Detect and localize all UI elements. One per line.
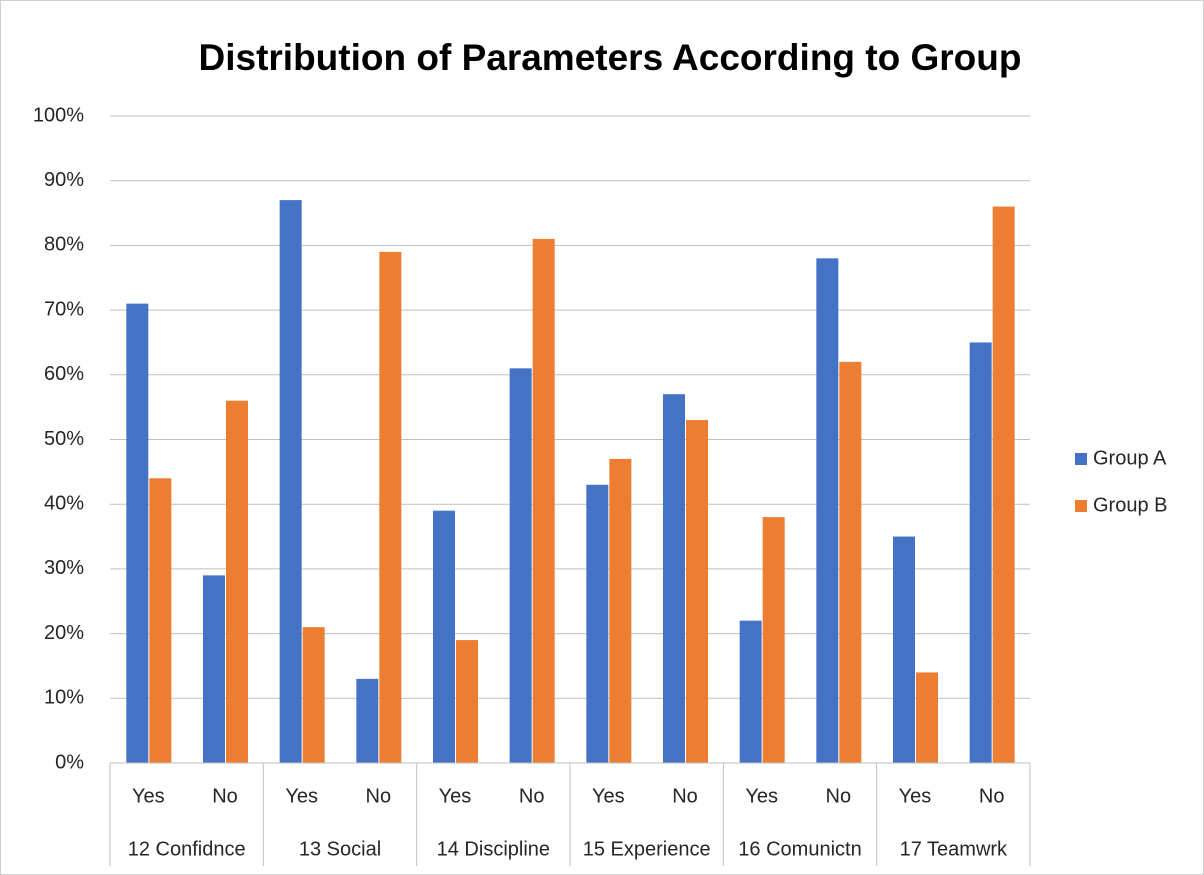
bar [992,206,1015,763]
x-tick-label: Yes [592,785,625,807]
y-tick-label: 90% [44,169,84,191]
bar [356,678,379,763]
x-tick-label: No [979,785,1005,807]
bar [203,575,225,763]
legend-swatch [1075,500,1087,512]
bar [663,394,685,763]
y-tick-label: 40% [44,492,84,514]
bar [379,251,402,763]
bar [456,640,478,763]
bar [893,536,915,763]
bar [149,478,172,763]
bar [226,400,248,763]
x-tick-label: Yes [745,785,778,807]
y-tick-label: 80% [44,234,84,256]
bar [762,517,785,763]
x-tick-label: Yes [132,785,165,807]
x-tick-label: Yes [439,785,472,807]
x-group-label: 16 Comunictn [738,838,861,860]
y-tick-label: 30% [44,557,84,579]
bar [916,672,938,763]
x-group-label: 15 Experience [583,838,711,860]
bar [609,458,632,763]
x-tick-label: No [366,785,392,807]
x-tick-label: No [672,785,698,807]
x-group-label: 12 Confidnce [128,838,246,860]
bar [532,238,555,763]
bar [433,510,455,763]
x-tick-label: No [519,785,545,807]
y-tick-label: 50% [44,428,84,450]
x-group-label: 13 Social [299,838,381,860]
bar [126,303,149,763]
x-tick-label: No [826,785,852,807]
x-tick-label: Yes [899,785,932,807]
x-tick-label: No [212,785,238,807]
x-group-label: 14 Discipline [437,838,550,860]
y-tick-label: 0% [55,751,84,773]
bar [739,620,762,763]
bar [816,258,839,763]
y-tick-label: 20% [44,622,84,644]
y-tick-label: 60% [44,363,84,385]
legend-label: Group B [1093,494,1167,516]
bar [586,484,609,763]
y-tick-label: 100% [33,104,84,126]
bar [279,200,302,764]
y-tick-label: 10% [44,687,84,709]
legend-swatch [1075,453,1087,465]
bar [302,627,325,763]
y-tick-label: 70% [44,298,84,320]
x-tick-label: Yes [285,785,318,807]
legend-label: Group A [1093,447,1167,469]
bar [839,361,862,763]
chart-title: Distribution of Parameters According to … [199,37,1022,78]
bar [969,342,992,763]
bar [509,368,532,763]
bar [686,420,708,763]
x-group-label: 17 Teamwrk [900,838,1008,860]
